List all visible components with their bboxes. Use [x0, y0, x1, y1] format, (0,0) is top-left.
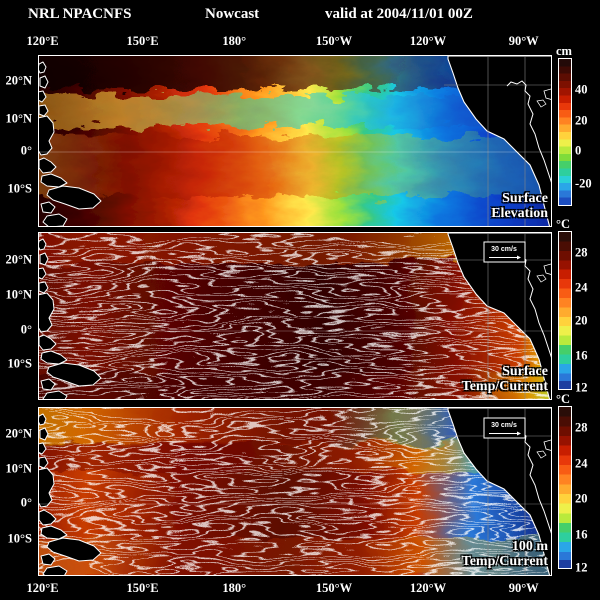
svg-text:30 cm/s: 30 cm/s: [491, 422, 517, 429]
svg-text:30 cm/s: 30 cm/s: [491, 246, 517, 253]
